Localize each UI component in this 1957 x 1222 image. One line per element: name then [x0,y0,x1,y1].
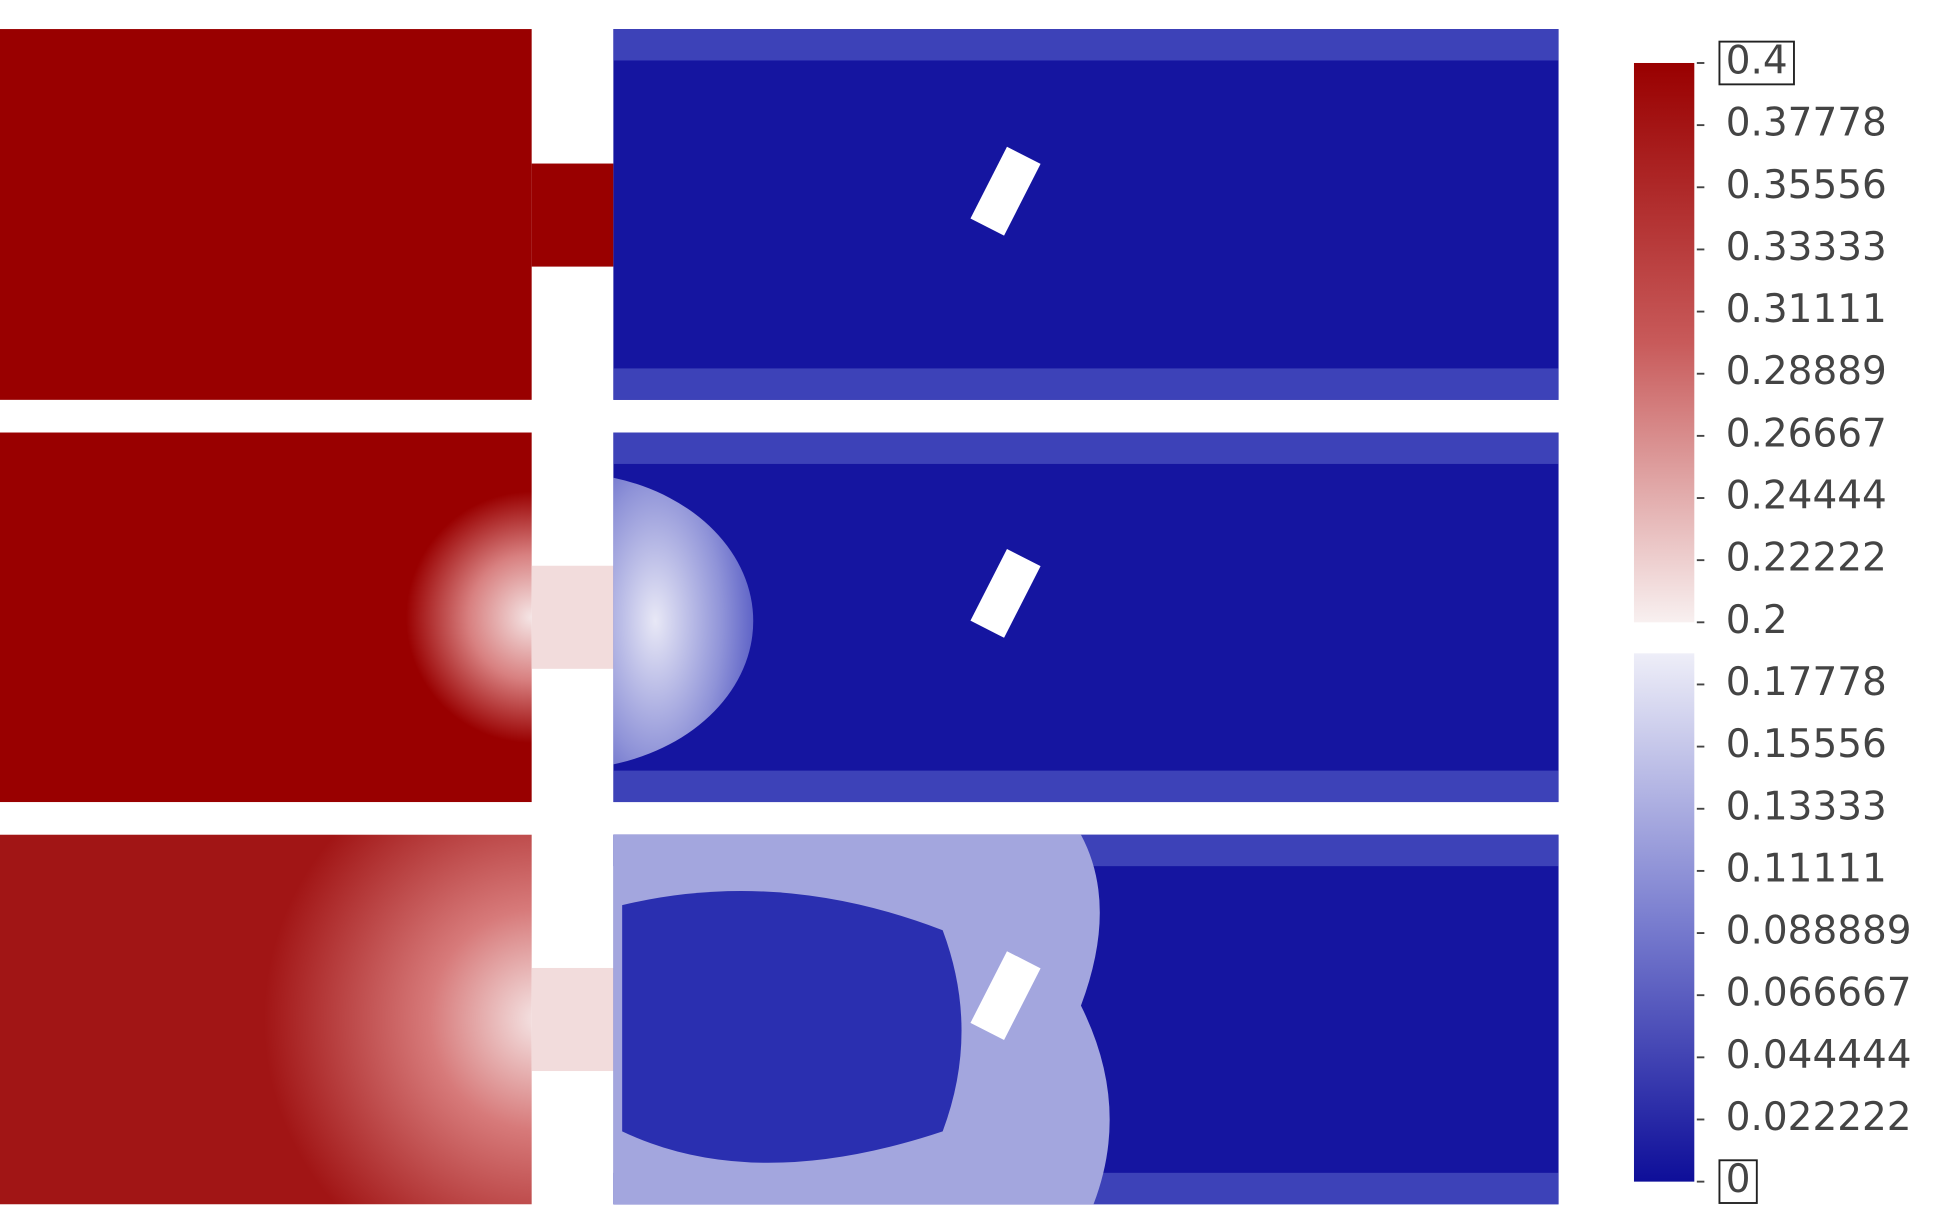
tick-label: 0.31111 [1726,287,1887,332]
tick-label: 0.17778 [1726,660,1887,705]
jet-front [613,477,754,765]
wall-layer [613,29,1559,61]
tick-label: 0.044444 [1726,1033,1912,1078]
tick-label: 0.088889 [1726,909,1912,954]
tick-box [1718,1159,1758,1204]
reservoir [0,834,532,1205]
panel-1 [0,29,1559,400]
tick-label: 0.35556 [1726,163,1887,208]
reservoir [0,432,532,803]
tick-label: 0.13333 [1726,784,1887,829]
tick-label: 0.26667 [1726,411,1887,456]
obstacle [970,951,1041,1041]
tick-label: 0.33333 [1726,225,1887,270]
colorbar: 0.4 0.37778 0.35556 0.33333 0.31111 0.28889 0.… [1633,38,1912,1204]
tick-label: 0.022222 [1726,1095,1912,1140]
tick-label: 0.37778 [1726,101,1887,146]
channel [531,967,614,1072]
tick-label: 0.28889 [1726,349,1887,394]
obstacle [970,549,1041,638]
tick-label: 0 [1726,1157,1751,1202]
tick-label: 0.2 [1726,598,1788,643]
channel [531,163,614,267]
tick-label: 0.22222 [1726,536,1887,581]
wall-layer [613,770,1559,803]
tick-label: 0.11111 [1726,846,1887,891]
obstacle [970,146,1041,236]
wall-layer [613,368,1559,400]
wall-layer [613,432,1559,464]
tick-label: 0.4 [1726,38,1788,83]
colorbar-lower [1633,653,1695,1182]
tick-box [1718,40,1795,86]
panel-2 [0,432,1559,803]
domain [613,29,1559,400]
panel-3 [0,834,1559,1205]
domain [613,432,1559,803]
tick-label: 0.24444 [1726,474,1887,519]
channel [531,565,614,669]
tick-label: 0.066667 [1726,971,1912,1016]
colorbar-upper [1633,62,1695,623]
tick-label: 0.15556 [1726,722,1887,767]
jet-core [622,890,962,1163]
reservoir [0,29,532,400]
